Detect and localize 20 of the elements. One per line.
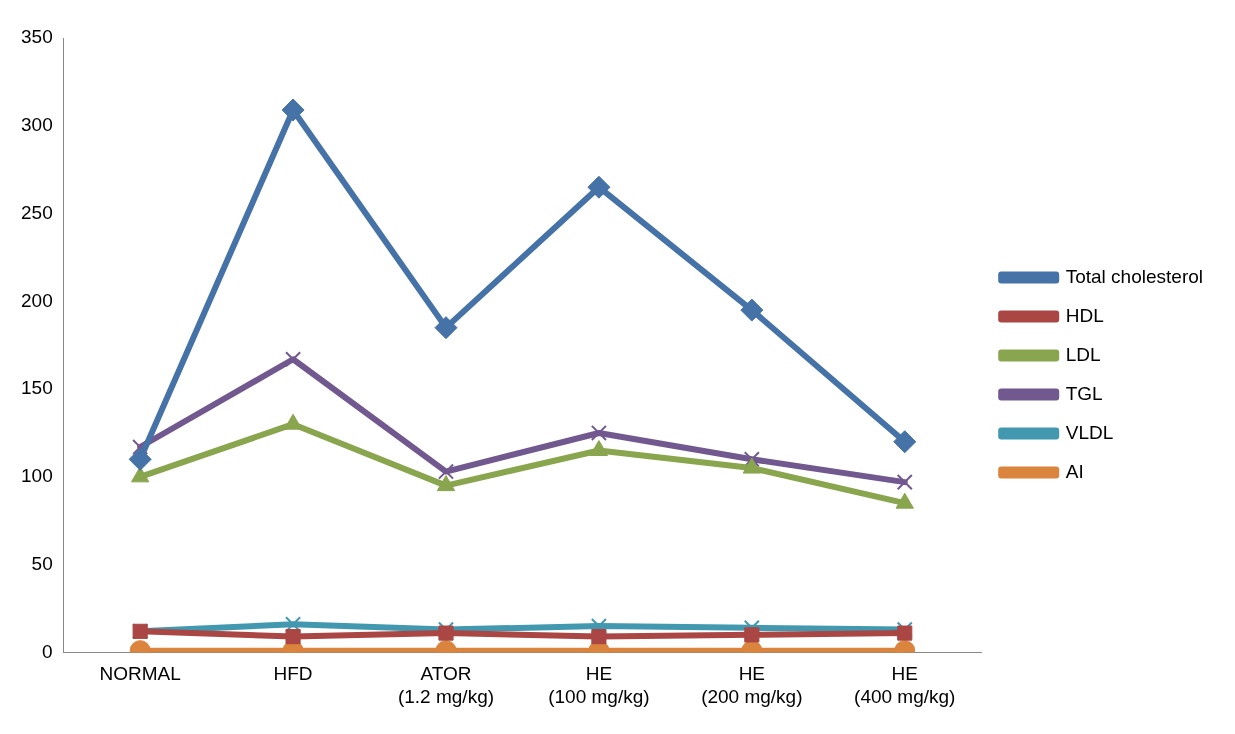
legend-label: AI <box>1065 460 1084 482</box>
y-tick-label: 0 <box>42 640 53 662</box>
y-tick-label: 100 <box>21 465 53 487</box>
x-tick-label: HE (400 mg/kg) <box>854 663 956 707</box>
x-tick-label: NORMAL <box>99 663 181 685</box>
legend-label: VLDL <box>1065 421 1114 443</box>
x-tick-label: HFD <box>273 663 313 685</box>
legend-label: TGL <box>1065 382 1103 404</box>
y-tick-label: 300 <box>21 114 53 136</box>
y-tick-label: 50 <box>31 552 53 574</box>
x-tick-label: HE (100 mg/kg) <box>548 663 650 707</box>
y-tick-label: 250 <box>21 201 53 223</box>
x-tick-label: HE (200 mg/kg) <box>701 663 803 707</box>
y-tick-label: 150 <box>21 377 53 399</box>
legend-label: HDL <box>1065 304 1104 326</box>
legend-label: Total cholesterol <box>1065 265 1203 287</box>
y-tick-label: 350 <box>21 26 53 48</box>
legend-label: LDL <box>1065 343 1101 365</box>
y-tick-label: 200 <box>21 289 53 311</box>
x-tick-label: ATOR (1.2 mg/kg) <box>397 663 495 707</box>
